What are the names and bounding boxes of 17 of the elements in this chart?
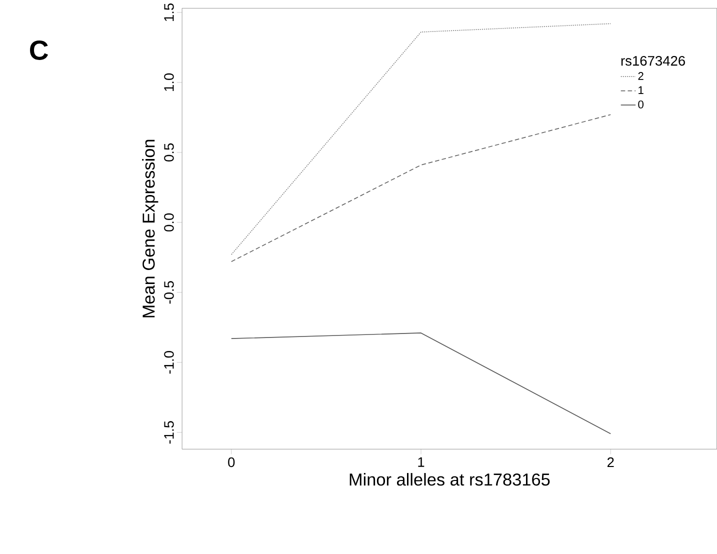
y-axis-title: Mean Gene Expression — [142, 140, 158, 318]
legend-title: rs1673426 — [621, 56, 685, 66]
y-tick-label: 1.5 — [164, 3, 174, 21]
x-tick-label: 2 — [607, 457, 614, 467]
y-tick-label: 0.5 — [164, 143, 174, 162]
x-tick-label: 0 — [228, 457, 235, 468]
y-tick-label: 0.0 — [164, 213, 174, 232]
y-tick-label: -0.5 — [164, 281, 174, 304]
legend-label: 1 — [638, 86, 644, 94]
y-tick-label: 1.0 — [164, 73, 174, 91]
x-tick-label: 1 — [418, 457, 424, 467]
text: C — [30, 40, 48, 60]
legend-label: 2 — [638, 72, 644, 80]
y-tick-label: -1.5 — [164, 421, 174, 444]
legend-label: 0 — [638, 100, 644, 108]
x-axis-title: Minor alleles at rs1783165 — [350, 472, 550, 486]
y-tick-label: -1.0 — [164, 350, 174, 374]
